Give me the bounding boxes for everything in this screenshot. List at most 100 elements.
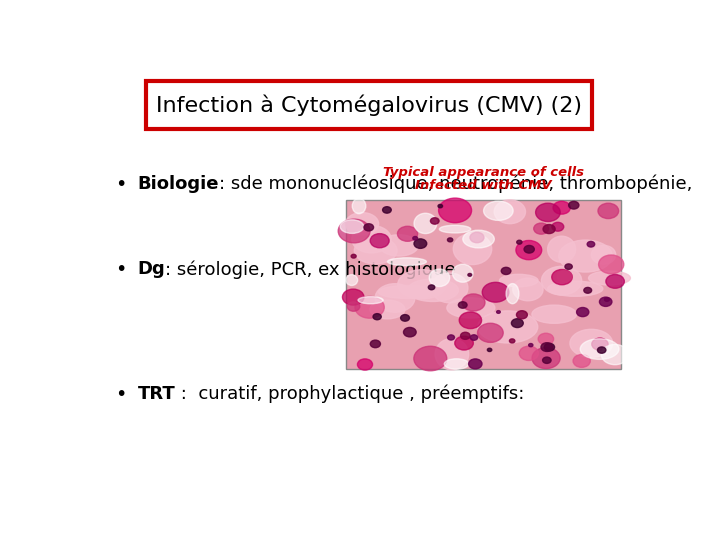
Circle shape xyxy=(487,348,492,352)
Circle shape xyxy=(428,285,435,290)
Circle shape xyxy=(569,201,579,209)
Circle shape xyxy=(501,267,511,274)
Circle shape xyxy=(497,310,500,313)
Text: •: • xyxy=(115,260,127,279)
Circle shape xyxy=(355,296,384,318)
Circle shape xyxy=(532,348,560,369)
Circle shape xyxy=(534,223,549,234)
Circle shape xyxy=(552,222,564,231)
Text: TRT: TRT xyxy=(138,385,175,403)
Ellipse shape xyxy=(601,345,629,364)
Circle shape xyxy=(511,319,523,328)
Ellipse shape xyxy=(513,278,543,301)
Ellipse shape xyxy=(559,240,612,272)
Circle shape xyxy=(338,219,370,243)
Ellipse shape xyxy=(408,279,459,301)
Ellipse shape xyxy=(541,266,582,295)
Circle shape xyxy=(598,203,618,219)
Circle shape xyxy=(403,327,416,337)
Circle shape xyxy=(477,323,503,342)
Circle shape xyxy=(448,335,454,340)
Circle shape xyxy=(459,302,467,308)
FancyBboxPatch shape xyxy=(346,200,621,369)
Ellipse shape xyxy=(379,235,418,256)
Circle shape xyxy=(455,336,473,350)
Text: :  curatif, prophylactique , préemptifs:: : curatif, prophylactique , préemptifs: xyxy=(175,385,525,403)
Ellipse shape xyxy=(580,339,619,360)
Ellipse shape xyxy=(429,269,450,287)
Circle shape xyxy=(397,226,418,241)
Circle shape xyxy=(606,274,624,288)
Circle shape xyxy=(400,315,410,321)
Circle shape xyxy=(543,225,555,234)
Circle shape xyxy=(438,205,443,208)
Ellipse shape xyxy=(397,269,446,299)
Circle shape xyxy=(605,298,609,301)
Ellipse shape xyxy=(588,271,631,285)
Circle shape xyxy=(584,287,592,293)
Ellipse shape xyxy=(370,300,405,319)
Ellipse shape xyxy=(484,201,513,220)
Circle shape xyxy=(587,241,595,247)
Circle shape xyxy=(517,240,522,244)
Text: Typical appearance of cells: Typical appearance of cells xyxy=(383,166,584,179)
Circle shape xyxy=(510,339,515,343)
Ellipse shape xyxy=(494,200,526,224)
Circle shape xyxy=(516,310,527,319)
Circle shape xyxy=(519,346,539,361)
Circle shape xyxy=(565,264,572,269)
Ellipse shape xyxy=(447,298,495,318)
Circle shape xyxy=(370,234,389,248)
Circle shape xyxy=(470,335,477,340)
Circle shape xyxy=(438,198,472,222)
Ellipse shape xyxy=(570,329,613,357)
Ellipse shape xyxy=(444,359,469,369)
Circle shape xyxy=(364,224,374,231)
Text: •: • xyxy=(115,385,127,404)
Circle shape xyxy=(598,255,624,274)
Circle shape xyxy=(598,347,606,353)
Ellipse shape xyxy=(431,273,468,303)
Ellipse shape xyxy=(414,213,437,234)
Ellipse shape xyxy=(506,284,519,303)
Ellipse shape xyxy=(454,233,492,265)
Ellipse shape xyxy=(500,274,538,287)
Circle shape xyxy=(573,355,590,367)
Circle shape xyxy=(459,312,482,329)
Text: Dg: Dg xyxy=(138,260,165,278)
Circle shape xyxy=(431,218,439,224)
Ellipse shape xyxy=(548,236,576,262)
Circle shape xyxy=(462,294,485,311)
Circle shape xyxy=(592,338,608,350)
Ellipse shape xyxy=(346,213,379,235)
Circle shape xyxy=(536,203,560,221)
Circle shape xyxy=(447,238,453,242)
Ellipse shape xyxy=(591,245,616,264)
Circle shape xyxy=(538,333,554,345)
Circle shape xyxy=(543,357,551,363)
Circle shape xyxy=(524,245,534,253)
Circle shape xyxy=(577,307,589,316)
Circle shape xyxy=(414,346,447,371)
Ellipse shape xyxy=(478,311,538,343)
Circle shape xyxy=(553,201,570,214)
Ellipse shape xyxy=(435,339,469,370)
Circle shape xyxy=(347,302,360,311)
Circle shape xyxy=(357,359,372,370)
Ellipse shape xyxy=(340,220,364,233)
Circle shape xyxy=(600,297,612,306)
Text: Infection à Cytomégalovirus (CMV) (2): Infection à Cytomégalovirus (CMV) (2) xyxy=(156,94,582,116)
Ellipse shape xyxy=(548,281,603,296)
Circle shape xyxy=(370,340,380,348)
Ellipse shape xyxy=(354,237,397,264)
Ellipse shape xyxy=(439,225,471,233)
Circle shape xyxy=(470,232,484,243)
Ellipse shape xyxy=(452,264,473,282)
Circle shape xyxy=(482,282,509,302)
Text: Biologie: Biologie xyxy=(138,175,219,193)
Circle shape xyxy=(557,271,572,282)
Ellipse shape xyxy=(358,296,383,304)
Circle shape xyxy=(468,273,472,276)
Ellipse shape xyxy=(352,198,366,214)
Circle shape xyxy=(544,343,554,351)
